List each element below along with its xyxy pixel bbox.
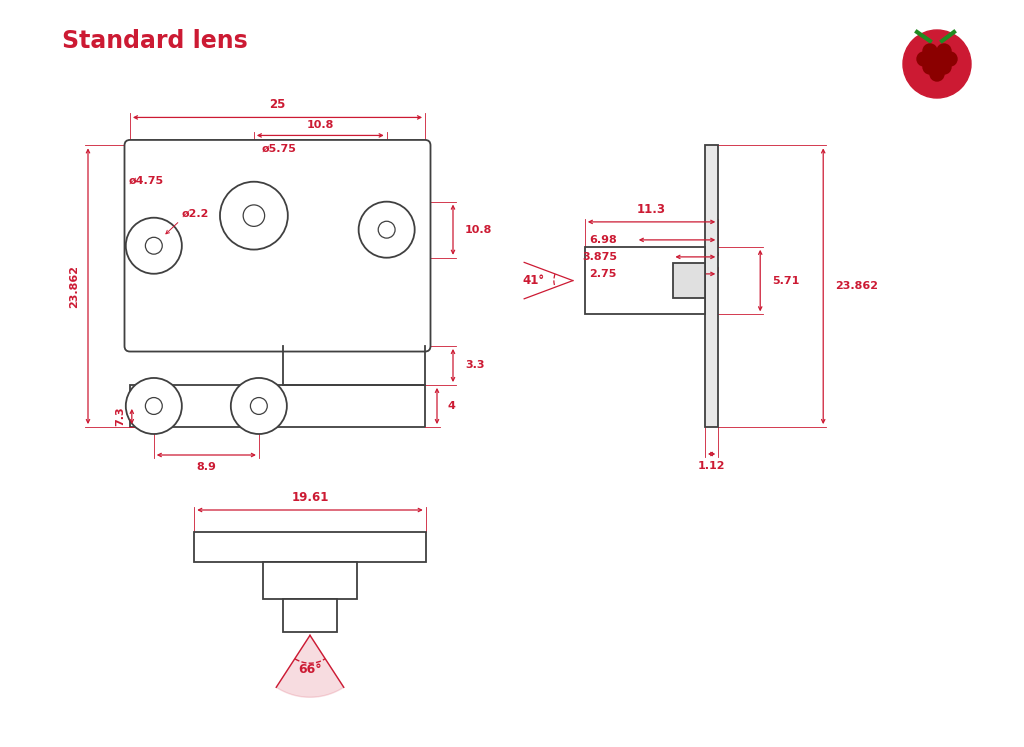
Bar	[130, 385, 425, 427]
Circle shape	[930, 67, 944, 81]
Text: 41°: 41°	[522, 274, 545, 287]
Text: 7.3: 7.3	[115, 406, 125, 427]
Circle shape	[145, 238, 162, 254]
Text: 6.98: 6.98	[589, 235, 617, 245]
Text: ø5.75: ø5.75	[262, 143, 297, 154]
Circle shape	[220, 182, 288, 249]
Text: 23.862: 23.862	[69, 264, 79, 308]
Bar	[263, 562, 357, 599]
Text: 5.71: 5.71	[772, 276, 800, 285]
Text: 4: 4	[447, 401, 455, 411]
Circle shape	[930, 50, 944, 64]
Text: 66°: 66°	[298, 663, 322, 676]
Text: 25: 25	[269, 99, 286, 111]
Text: 3.3: 3.3	[465, 361, 484, 371]
Circle shape	[358, 202, 415, 258]
Circle shape	[378, 221, 395, 238]
Polygon shape	[276, 635, 344, 697]
Circle shape	[923, 44, 937, 58]
Bar	[705, 146, 718, 427]
Bar	[585, 247, 705, 314]
Text: 11.3: 11.3	[637, 203, 666, 216]
Circle shape	[126, 378, 182, 434]
Circle shape	[923, 60, 937, 74]
Circle shape	[918, 52, 931, 66]
Text: Standard lens: Standard lens	[62, 29, 248, 53]
Text: 10.8: 10.8	[306, 120, 334, 131]
Text: ø4.75: ø4.75	[128, 176, 164, 186]
Text: ø2.2: ø2.2	[182, 208, 209, 219]
Bar	[284, 599, 337, 632]
Text: 10.8: 10.8	[465, 225, 493, 235]
Circle shape	[145, 397, 162, 415]
Bar	[195, 532, 426, 562]
Circle shape	[937, 60, 951, 74]
Text: 8.9: 8.9	[197, 462, 216, 472]
Text: 23.862: 23.862	[836, 281, 879, 291]
Circle shape	[251, 397, 267, 415]
Circle shape	[230, 378, 287, 434]
Circle shape	[943, 52, 957, 66]
Bar	[673, 263, 705, 298]
Circle shape	[903, 30, 971, 98]
Circle shape	[243, 205, 264, 226]
Circle shape	[126, 217, 182, 273]
Text: 19.61: 19.61	[291, 491, 329, 504]
Text: 3.875: 3.875	[582, 252, 617, 262]
Circle shape	[937, 44, 951, 58]
Text: 1.12: 1.12	[698, 461, 725, 471]
Text: 2.75: 2.75	[590, 269, 617, 279]
FancyBboxPatch shape	[125, 140, 430, 352]
